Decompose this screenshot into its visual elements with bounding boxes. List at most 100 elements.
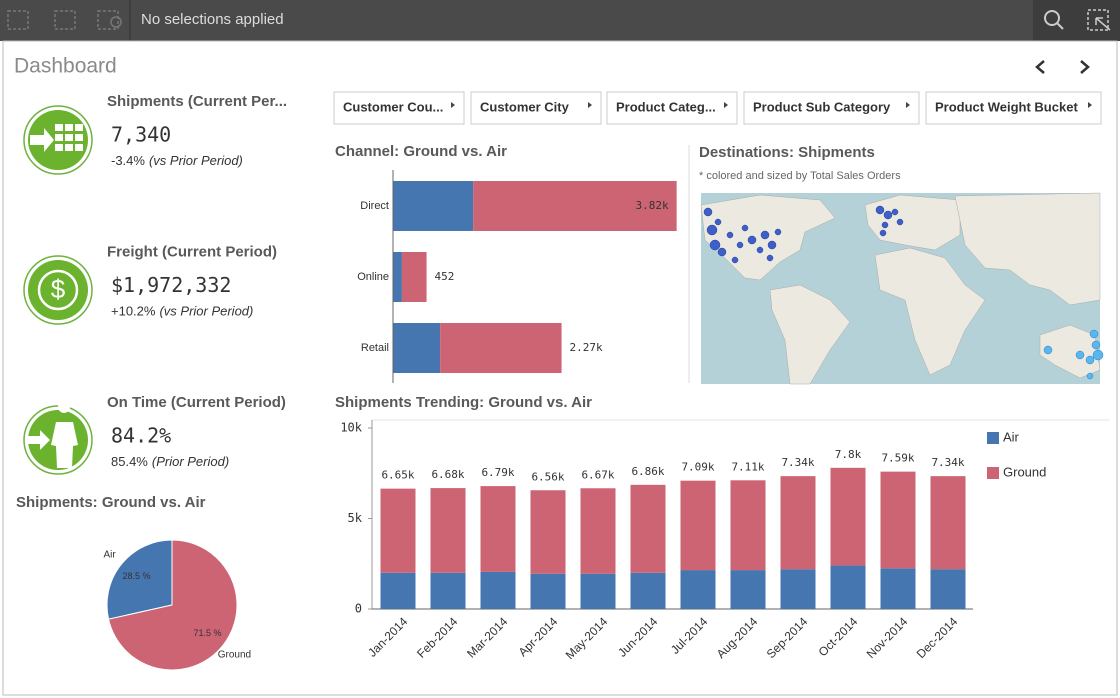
kpi-note: (vs Prior Period) <box>149 153 243 168</box>
filter-label: Product Weight Bucket <box>935 99 1078 114</box>
map[interactable] <box>700 192 1104 385</box>
bar-segment <box>780 476 816 570</box>
selection-status: No selections applied <box>141 11 284 28</box>
pie-category-label: Ground <box>218 650 251 661</box>
total-label: 2.27k <box>570 341 603 354</box>
toolbar-icons[interactable] <box>7 10 122 30</box>
y-tick-label: 10k <box>340 421 362 435</box>
bar-segment <box>680 570 716 609</box>
bar-segment <box>780 569 816 609</box>
total-label: 3.82k <box>636 199 669 212</box>
filter-label: Customer City <box>480 99 570 114</box>
kpi-change: 85.4% (Prior Period) <box>111 454 229 469</box>
filter-arrow <box>1088 102 1092 108</box>
bar-segment <box>393 323 441 373</box>
bar-segment <box>730 480 766 571</box>
bar-segment <box>580 573 616 609</box>
pie-value-label: 71.5 % <box>193 628 221 638</box>
kpi-change-value: 85.4% <box>111 454 148 469</box>
bar-segment <box>930 569 966 609</box>
next-sheet[interactable] <box>1080 60 1090 74</box>
y-tick-label: 0 <box>355 602 362 616</box>
chart-title: Shipments Trending: Ground vs. Air <box>335 394 592 411</box>
bar-segment <box>830 565 866 609</box>
total-label: 7.34k <box>931 456 964 469</box>
bar-segment <box>401 252 427 302</box>
kpi-value: $1,972,332 <box>111 273 231 297</box>
bar-segment <box>480 486 516 572</box>
kpi-icons: $ <box>23 105 93 475</box>
bar-segment <box>630 484 666 573</box>
bar-segment <box>380 572 416 609</box>
bar-segment <box>730 570 766 609</box>
legend-label: Ground <box>1003 464 1046 479</box>
chart-title: Shipments: Ground vs. Air <box>16 494 206 511</box>
legend-swatch <box>987 432 999 444</box>
bar-segment <box>473 181 677 231</box>
total-label: 7.8k <box>835 448 862 461</box>
filter-box[interactable] <box>470 91 602 125</box>
filter-label: Product Categ... <box>616 99 716 114</box>
total-label: 7.34k <box>781 456 814 469</box>
bar-segment <box>440 323 562 373</box>
bar-segment <box>393 181 474 231</box>
legend-swatch <box>987 467 999 479</box>
filter-box[interactable] <box>743 91 920 125</box>
bar-segment <box>430 488 466 573</box>
y-tick-label: 5k <box>348 511 363 525</box>
total-label: 6.79k <box>481 466 514 479</box>
kpi-change-value: +10.2% <box>111 304 156 319</box>
kpi-title: Shipments (Current Per... <box>107 93 287 110</box>
pie-slice <box>107 539 238 671</box>
y-category-label: Online <box>357 271 389 283</box>
y-category-label: Retail <box>361 342 389 354</box>
total-label: 6.67k <box>581 468 614 481</box>
toolbar-right <box>1033 0 1120 41</box>
filter-arrow <box>906 102 910 108</box>
select-icon[interactable] <box>1087 9 1111 31</box>
total-label: 6.68k <box>431 468 464 481</box>
legend-label: Air <box>1003 429 1020 444</box>
dollar-icon: $ <box>51 274 66 304</box>
bar-segment <box>830 467 866 566</box>
filter-box[interactable] <box>925 91 1102 125</box>
total-label: 452 <box>435 270 455 283</box>
bar-segment <box>630 572 666 609</box>
total-label: 7.09k <box>681 461 714 474</box>
bar-segment <box>680 480 716 571</box>
pie-slice <box>106 539 173 620</box>
filter-box[interactable] <box>333 91 465 125</box>
map-subtitle: * colored and sized by Total Sales Order… <box>699 170 901 182</box>
kpi-change-value: -3.4% <box>111 153 145 168</box>
filter-box[interactable] <box>606 91 738 125</box>
bar-segment <box>430 572 466 609</box>
bar-segment <box>380 488 416 573</box>
filter-label: Customer Cou... <box>343 99 443 114</box>
bar-segment <box>480 571 516 609</box>
kpi-title: On Time (Current Period) <box>107 394 286 411</box>
kpi-value: 7,340 <box>111 123 171 147</box>
bar-segment <box>930 476 966 570</box>
filter-label: Product Sub Category <box>753 99 891 114</box>
map-title: Destinations: Shipments <box>699 144 875 161</box>
bar-segment <box>580 488 616 574</box>
pie-category-label: Air <box>103 550 116 561</box>
bar-segment <box>393 252 402 302</box>
prev-sheet[interactable] <box>1035 60 1045 74</box>
map-points <box>703 205 904 264</box>
total-label: 6.56k <box>531 470 564 483</box>
search-icon[interactable] <box>1044 10 1064 30</box>
total-label: 7.11k <box>731 460 764 473</box>
sheet-title: Dashboard <box>14 55 117 78</box>
kpi-change: -3.4% (vs Prior Period) <box>111 153 243 168</box>
chart-title: Channel: Ground vs. Air <box>335 143 507 160</box>
bar-segment <box>880 471 916 569</box>
total-label: 6.65k <box>381 469 414 482</box>
kpi-note: (Prior Period) <box>152 454 229 469</box>
bar-segment <box>530 490 566 574</box>
bar-segment <box>880 568 916 609</box>
filter-arrow <box>451 102 455 108</box>
y-category-label: Direct <box>360 200 389 212</box>
